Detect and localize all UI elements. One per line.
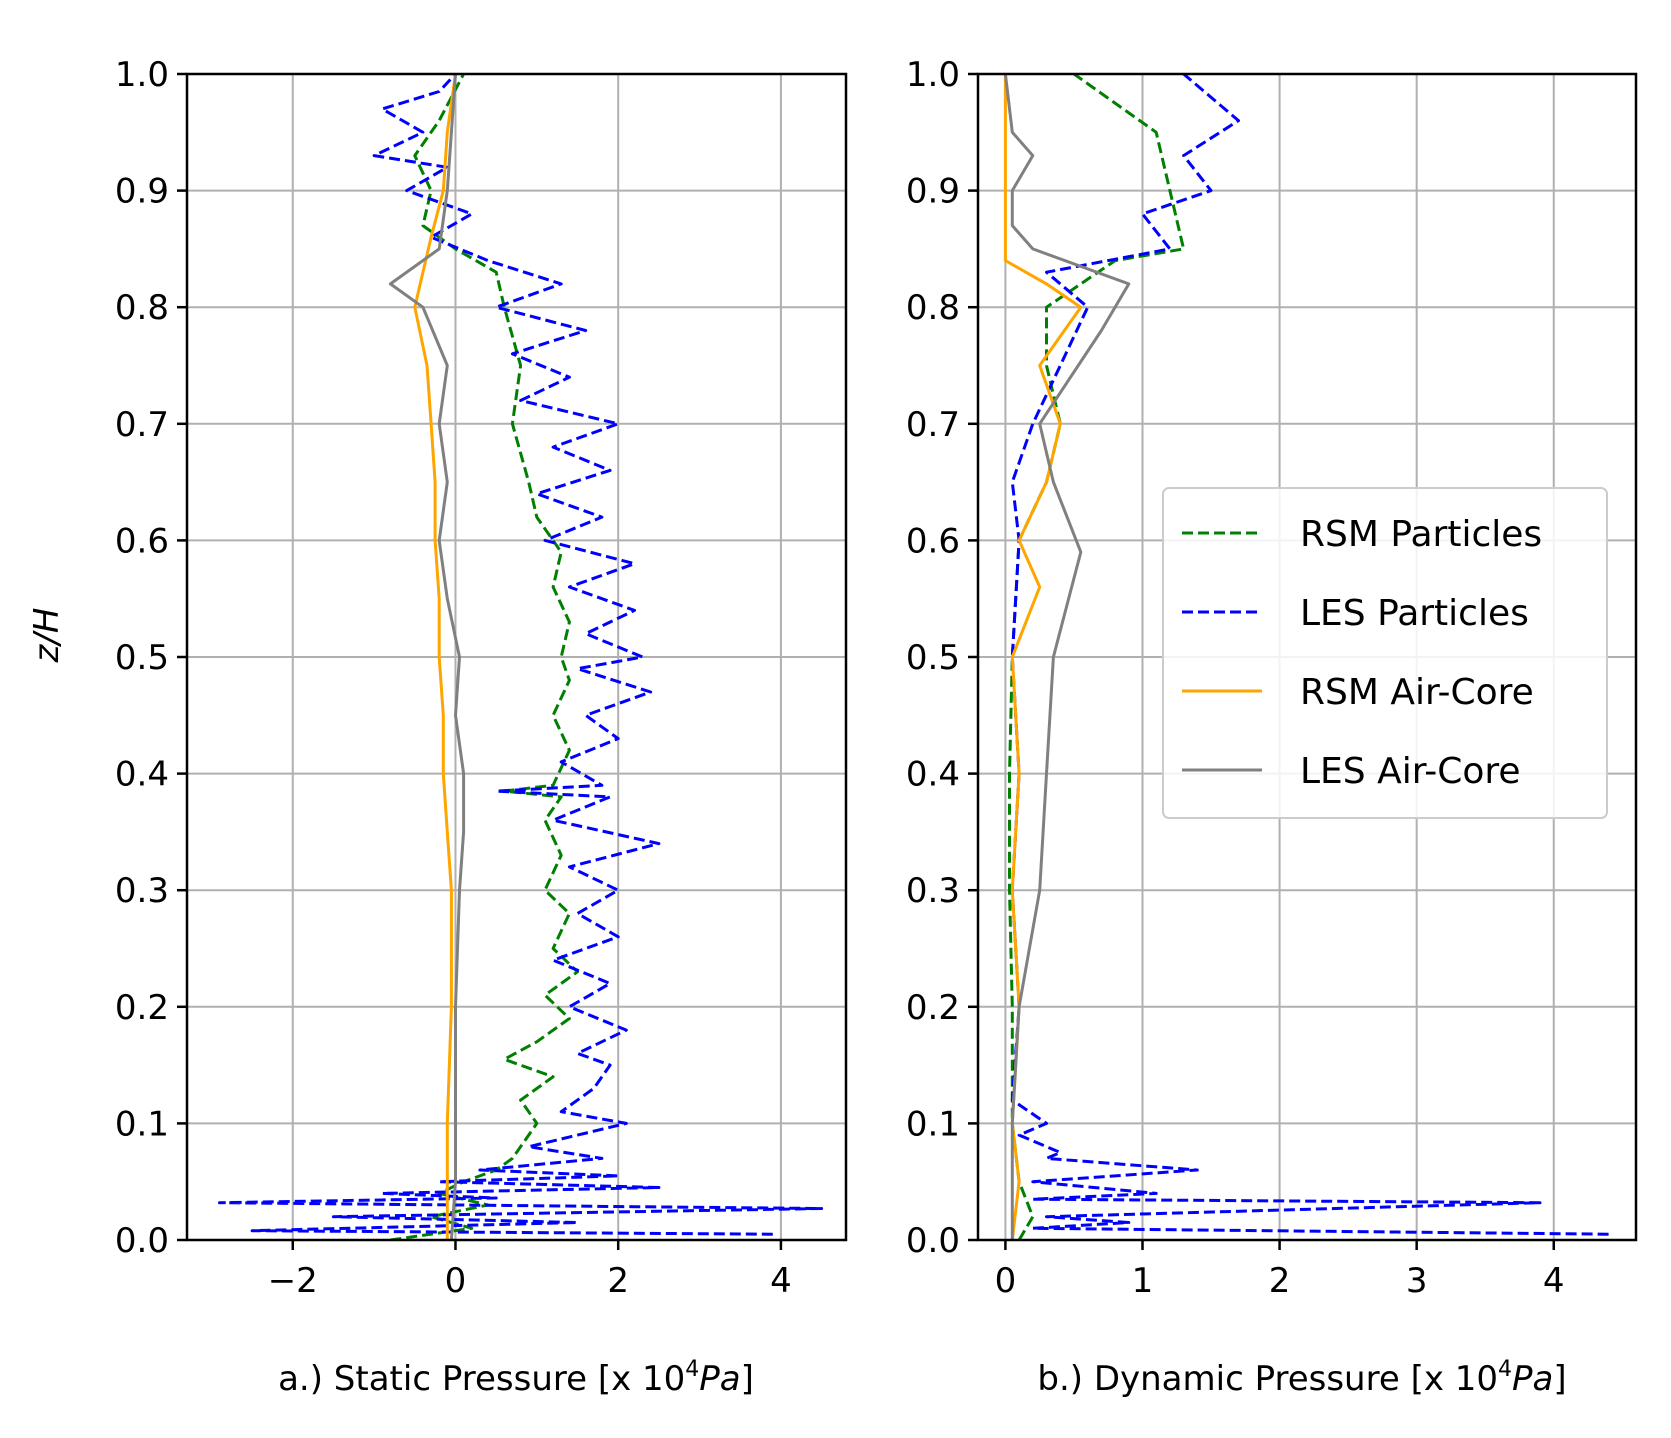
x-tick-label-b-3: 3: [1406, 1261, 1428, 1301]
x-axis-label-b: b.) Dynamic Pressure [x 104Pa]: [1037, 1357, 1566, 1399]
y-tick-label-a-9: 0.9: [115, 172, 169, 212]
y-tick-label-b-4: 0.4: [906, 755, 960, 795]
x-tick-label-a-3: 4: [770, 1261, 792, 1301]
x-axis-label-a-prefix: a.) Static Pressure [x 10: [278, 1359, 685, 1399]
series-les-air-core-b: [1003, 74, 1131, 1240]
legend: RSM Particles LES Particles RSM Air-Core…: [1162, 487, 1608, 819]
x-axis-label-b-prefix: b.) Dynamic Pressure [x 10: [1037, 1359, 1498, 1399]
x-tick-label-b-1: 1: [1132, 1261, 1154, 1301]
x-axis-label-b-unit: Pa: [1512, 1359, 1553, 1399]
x-tick-label-a-0: −2: [268, 1261, 318, 1301]
legend-frame: [1162, 487, 1608, 819]
legend-label-rsm-air-core: RSM Air-Core: [1300, 672, 1534, 713]
legend-label-les-air-core: LES Air-Core: [1300, 751, 1521, 792]
y-axis-label: z/H: [27, 608, 67, 664]
y-tick-label-b-9: 0.9: [906, 172, 960, 212]
y-tick-label-a-4: 0.4: [115, 755, 169, 795]
y-tick-label-a-10: 1.0: [115, 55, 169, 95]
y-tick-label-b-7: 0.7: [906, 405, 960, 445]
x-axis-label-b-sup: 4: [1498, 1357, 1512, 1382]
y-tick-label-b-8: 0.8: [906, 288, 960, 328]
legend-label-rsm-particles: RSM Particles: [1300, 514, 1542, 555]
y-tick-label-b-1: 0.1: [906, 1104, 960, 1144]
y-tick-label-a-7: 0.7: [115, 405, 169, 445]
x-axis-label-a: a.) Static Pressure [x 104Pa]: [278, 1357, 754, 1399]
y-tick-label-a-8: 0.8: [115, 288, 169, 328]
panel-dynamic-pressure: 0 1 2 3 4 0.0 0.1 0.2 0.3 0.4 0.5 0.6 0.7 0.8 0.9 1.0: [906, 55, 1638, 1301]
series-les-air-core-a: [388, 74, 466, 1240]
panel-static-pressure: −2 0 2 4 0.0 0.1 0.2 0.3 0.4 0.5 0.6 0.7 0.8 0.9 1.0: [115, 55, 848, 1301]
y-tick-label-b-10: 1.0: [906, 55, 960, 95]
x-axis-label-a-unit: Pa: [699, 1359, 740, 1399]
x-axis-label-a-sup: 4: [685, 1357, 699, 1382]
x-axis-label-b-suffix: ]: [1553, 1359, 1566, 1399]
series-rsm-air-core-a: [413, 74, 457, 1240]
y-tick-label-b-6: 0.6: [906, 521, 960, 561]
legend-label-les-particles: LES Particles: [1300, 593, 1529, 634]
y-tick-label-a-6: 0.6: [115, 521, 169, 561]
y-tick-label-a-0: 0.0: [115, 1221, 169, 1261]
y-tick-label-b-2: 0.2: [906, 988, 960, 1028]
y-tick-label-a-2: 0.2: [115, 988, 169, 1028]
x-tick-label-b-2: 2: [1269, 1261, 1291, 1301]
x-tick-label-a-2: 2: [607, 1261, 629, 1301]
series-les-particles-a: [218, 74, 824, 1236]
y-tick-label-b-0: 0.0: [906, 1221, 960, 1261]
series-rsm-particles-a: [390, 74, 579, 1240]
y-tick-label-b-3: 0.3: [906, 871, 960, 911]
x-axis-label-a-suffix: ]: [741, 1359, 754, 1399]
y-tick-label-b-5: 0.5: [906, 638, 960, 678]
x-tick-label-b-0: 0: [995, 1261, 1017, 1301]
y-tick-label-a-3: 0.3: [115, 871, 169, 911]
y-tick-label-a-5: 0.5: [115, 638, 169, 678]
y-tick-label-a-1: 0.1: [115, 1104, 169, 1144]
x-tick-label-b-4: 4: [1543, 1261, 1565, 1301]
x-tick-label-a-1: 0: [445, 1261, 467, 1301]
